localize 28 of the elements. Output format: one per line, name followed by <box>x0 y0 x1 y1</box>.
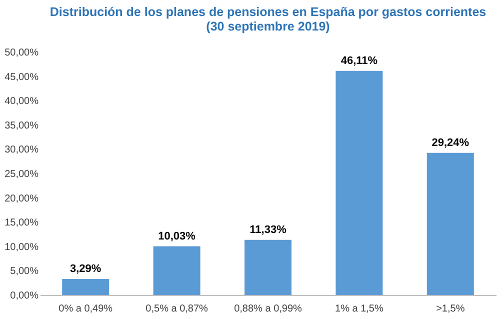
y-tick-label: 0,00% <box>10 290 39 302</box>
bar <box>244 240 292 295</box>
y-tick-label: 45,00% <box>4 72 39 83</box>
y-tick-label: 15,00% <box>4 218 39 229</box>
data-label: 29,24% <box>432 136 470 149</box>
y-tick-label: 35,00% <box>4 120 39 132</box>
y-tick-label: 50,00% <box>4 48 39 58</box>
y-tick-label: 30,00% <box>4 144 39 156</box>
y-tick-label: 5,00% <box>10 266 39 278</box>
data-label: 46,11% <box>340 54 378 67</box>
x-tick-label: 0,5% a 0,87% <box>146 304 208 314</box>
y-tick-label: 20,00% <box>4 193 39 204</box>
bar <box>153 246 200 295</box>
data-label: 10,03% <box>158 230 196 242</box>
chart-title: Distribución de los planes de pensiones en España por gastos corrientes <box>50 5 486 19</box>
chart-subtitle: (30 septiembre 2019) <box>206 20 330 34</box>
x-tick-label: 1% a 1,5% <box>335 304 384 314</box>
y-tick-label: 10,00% <box>4 242 39 253</box>
x-tick-label: 0,88% a 0,99% <box>234 304 302 314</box>
y-tick-label: 40,00% <box>4 96 39 108</box>
data-label: 3,29% <box>70 263 102 276</box>
bar <box>426 152 474 295</box>
bar <box>62 279 110 295</box>
x-tick-label: 0% a 0,49% <box>58 304 113 314</box>
data-label: 11,33% <box>250 224 287 236</box>
x-tick-label: >1,5% <box>436 304 465 314</box>
y-tick-label: 25,00% <box>4 169 39 180</box>
bar <box>336 70 383 295</box>
